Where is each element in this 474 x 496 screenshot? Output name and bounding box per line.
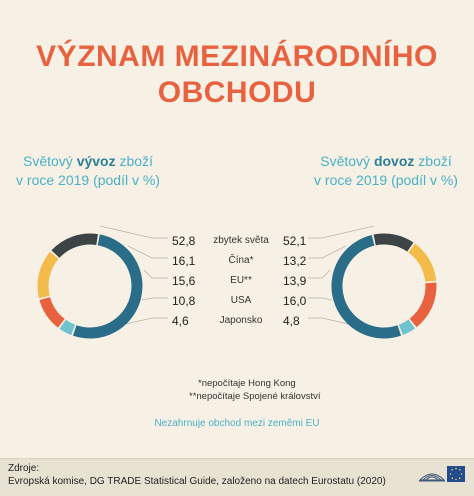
category-label: USA	[230, 295, 252, 306]
export-slice-3	[39, 296, 65, 328]
export-subtitle-bold: vývoz	[76, 153, 116, 169]
export-donut	[37, 233, 143, 339]
export-value-label: 15,6	[172, 274, 196, 288]
import-subtitle-bold: dovoz	[373, 153, 415, 169]
export-value-label: 52,8	[172, 234, 196, 248]
import-leader-1	[308, 245, 347, 259]
export-leader-2	[143, 269, 168, 279]
leader-lines	[99, 225, 375, 325]
import-leader-0	[308, 225, 375, 239]
source-text: Zdroje: Evropská komise, DG TRADE Statis…	[8, 462, 386, 488]
export-slice-0	[72, 234, 143, 339]
export-leader-0	[99, 225, 168, 239]
export-slice-1	[51, 233, 98, 259]
import-value-label: 16,0	[283, 294, 307, 308]
import-value-label: 13,2	[283, 254, 307, 268]
footnote-eu: **nepočítaje Spojené království	[189, 391, 321, 402]
import-value-label: 52,1	[283, 234, 307, 248]
import-slice-4	[398, 319, 416, 336]
source-detail: Evropská komise, DG TRADE Statistical Gu…	[8, 476, 386, 487]
import-subtitle-prefix: Světový	[320, 153, 374, 169]
export-value-label: 10,8	[172, 294, 196, 308]
import-value-label: 4,8	[283, 314, 300, 328]
intra-eu-note: Nezahrnuje obchod mezi zeměmi EU	[154, 418, 320, 429]
export-leader-1	[127, 245, 168, 259]
category-label: Čína*	[228, 255, 254, 266]
footer-bar	[0, 458, 474, 496]
export-slice-2	[37, 251, 59, 299]
export-subtitle-prefix: Světový	[23, 153, 77, 169]
export-value-label: 4,6	[172, 314, 189, 328]
import-leader-3	[308, 297, 333, 301]
export-leader-3	[141, 297, 168, 301]
import-subtitle-suffix: zboží	[414, 153, 452, 169]
category-label: Japonsko	[219, 315, 263, 326]
import-leader-2	[308, 269, 331, 279]
export-subtitle-line2: v roce 2019 (podíl v %)	[16, 172, 160, 188]
import-slice-3	[409, 282, 437, 328]
import-slice-1	[373, 233, 414, 252]
source-label: Zdroje:	[8, 463, 40, 474]
export-leader-4	[125, 317, 168, 325]
page-title-line1: VÝZNAM MEZINÁRODNÍHO	[36, 40, 438, 73]
import-chart-subtitle: Světový dovoz zboží v roce 2019 (podíl v…	[306, 152, 466, 190]
page-title-line2: OBCHODU	[157, 76, 317, 109]
import-slice-0	[331, 234, 402, 339]
category-label: EU**	[230, 275, 252, 286]
import-leader-4	[308, 317, 349, 325]
import-slice-2	[408, 243, 437, 283]
export-subtitle-suffix: zboží	[115, 153, 153, 169]
footnote-china: *nepočítaje Hong Kong	[198, 378, 296, 389]
category-label: zbytek světa	[213, 235, 269, 246]
import-donut	[331, 233, 437, 339]
european-parliament-logo-icon	[418, 462, 466, 490]
export-chart-subtitle: Světový vývoz zboží v roce 2019 (podíl v…	[8, 152, 168, 190]
export-value-label: 16,1	[172, 254, 196, 268]
import-subtitle-line2: v roce 2019 (podíl v %)	[314, 172, 458, 188]
export-slice-4	[59, 319, 76, 336]
import-value-label: 13,9	[283, 274, 307, 288]
